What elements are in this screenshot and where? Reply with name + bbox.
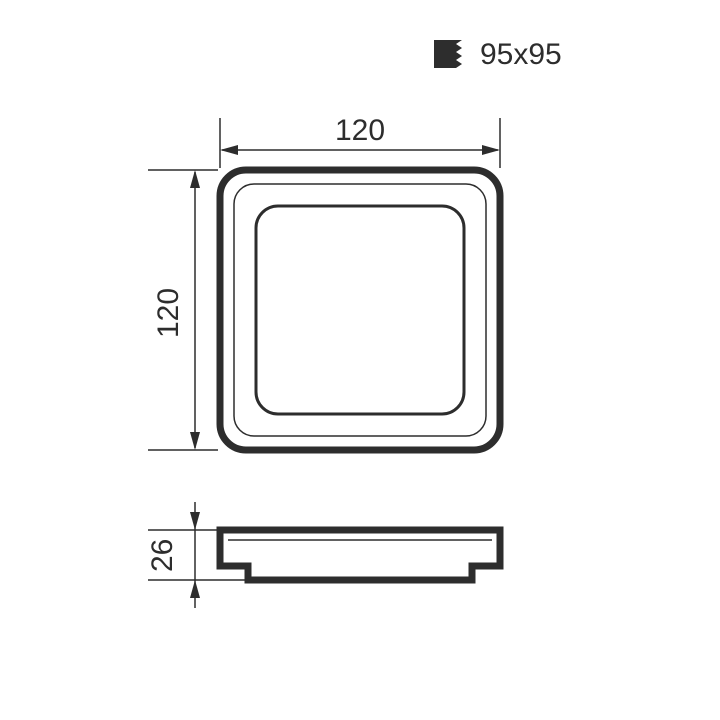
cutout-label: 95x95 [480, 38, 562, 71]
dimension-depth: 26 [146, 502, 246, 608]
side-view [220, 530, 500, 580]
dimension-height: 120 [148, 170, 218, 450]
dimension-width: 120 [220, 114, 500, 168]
dimension-width-label: 120 [335, 114, 385, 147]
cutout-icon [434, 40, 462, 68]
front-view [220, 170, 500, 450]
technical-drawing: 95x95 120 120 [0, 0, 720, 720]
dimension-height-label: 120 [152, 288, 185, 338]
dimension-depth-label: 26 [146, 539, 179, 572]
